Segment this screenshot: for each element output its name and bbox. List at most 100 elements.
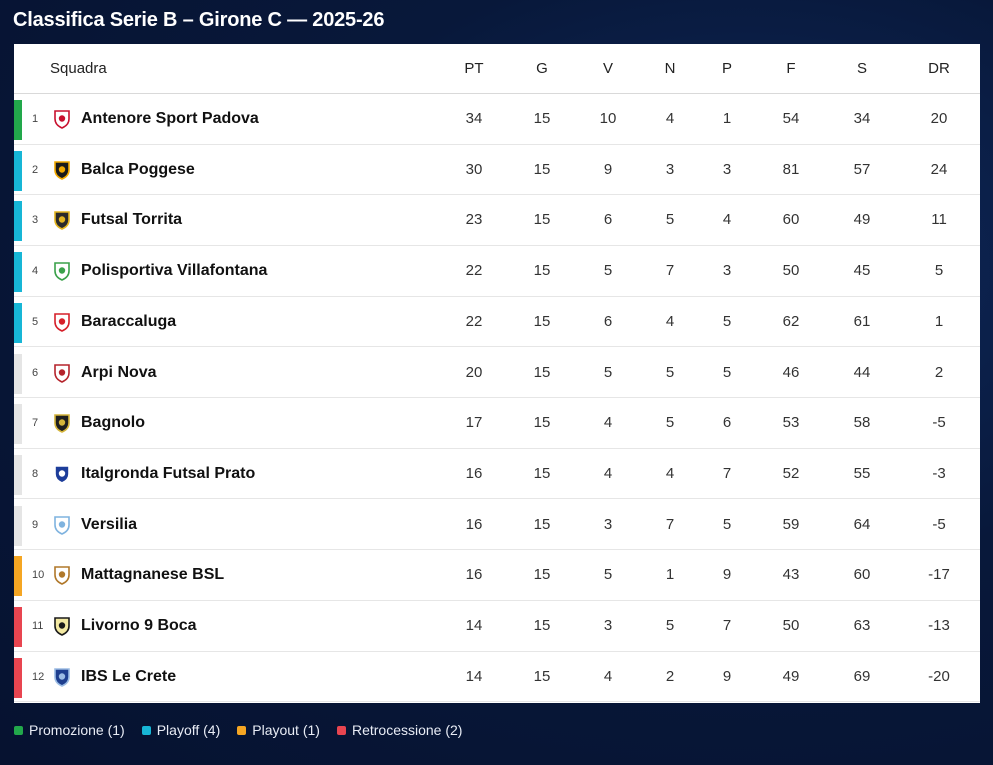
stat-v: 6	[603, 211, 613, 229]
stat-g: 15	[533, 667, 551, 685]
legend-item-promozione: Promozione (1)	[14, 722, 125, 738]
stat-f: 49	[782, 667, 800, 685]
mattagnanese-crest-icon	[52, 565, 72, 586]
header-pt[interactable]: PT	[464, 60, 484, 77]
table-row[interactable]: 5 Baraccaluga 22 15 6 4 5 62 61 1	[14, 297, 980, 348]
stat-n: 2	[665, 667, 675, 685]
stat-n: 7	[665, 262, 675, 280]
team-name[interactable]: Bagnolo	[81, 414, 145, 432]
header-n[interactable]: N	[664, 60, 676, 77]
stat-v: 9	[603, 160, 613, 178]
stat-pt: 16	[465, 464, 483, 482]
position-number: 10	[32, 569, 45, 582]
padova-crest-icon	[52, 109, 72, 129]
stat-dr: -13	[928, 617, 950, 634]
stat-f: 43	[782, 566, 800, 584]
table-row[interactable]: 1 Antenore Sport Padova 34 15 10 4 1 54 34 20	[14, 94, 980, 145]
team-name[interactable]: IBS Le Crete	[81, 667, 177, 685]
stat-pt: 14	[465, 667, 483, 685]
position-number: 9	[32, 518, 39, 531]
position-number: 4	[32, 265, 39, 278]
header-dr[interactable]: DR	[928, 60, 950, 77]
header-p[interactable]: P	[721, 60, 733, 77]
table-row[interactable]: 2 Balca Poggese 30 15 9 3 3 81 57 24	[14, 145, 980, 196]
table-row[interactable]: 3 Futsal Torrita 23 15 6 5 4 60 49 11	[14, 195, 980, 246]
stat-p: 4	[722, 211, 732, 229]
stat-v: 4	[603, 667, 613, 685]
table-row[interactable]: 9 Versilia 16 15 3 7 5 59 64 -5	[14, 500, 980, 551]
position-number: 8	[32, 467, 39, 480]
team-name[interactable]: Balca Poggese	[81, 160, 195, 178]
header-g[interactable]: G	[536, 60, 548, 77]
zone-indicator	[14, 556, 22, 597]
stat-g: 15	[533, 110, 551, 127]
header-v[interactable]: V	[602, 60, 614, 77]
header-f[interactable]: F	[786, 60, 796, 77]
team-name[interactable]: Antenore Sport Padova	[81, 110, 259, 127]
stat-s: 55	[853, 464, 871, 482]
baraccaluga-crest-icon	[52, 312, 72, 332]
stat-s: 61	[853, 312, 871, 330]
stat-f: 50	[782, 262, 800, 280]
position-number: 5	[32, 315, 39, 328]
le-crete-crest-icon	[52, 667, 72, 687]
stat-g: 15	[533, 414, 551, 432]
stat-pt: 22	[465, 312, 483, 330]
position-number: 11	[32, 620, 44, 632]
team-name[interactable]: Livorno 9 Boca	[81, 617, 197, 634]
zone-indicator	[14, 505, 22, 546]
stat-n: 7	[665, 515, 675, 533]
stat-f: 52	[782, 464, 800, 482]
stat-pt: 14	[465, 617, 483, 634]
table-row[interactable]: 10 Mattagnanese BSL 16 15 5 1 9 43 60 -17	[14, 550, 980, 601]
stat-p: 9	[722, 667, 732, 685]
team-name[interactable]: Polisportiva Villafontana	[81, 262, 268, 280]
stat-p: 7	[722, 617, 732, 634]
team-name[interactable]: Futsal Torrita	[81, 211, 183, 229]
page-title: Classifica Serie B – Girone C — 2025-26	[13, 9, 385, 31]
stat-v: 4	[603, 414, 613, 432]
stat-pt: 30	[465, 160, 483, 178]
stat-s: 58	[853, 414, 871, 432]
versilia-crest-icon	[52, 515, 72, 535]
stat-dr: 1	[934, 312, 944, 330]
stat-dr: -3	[932, 464, 946, 482]
legend-item-playoff: Playoff (4)	[141, 722, 220, 738]
stat-p: 5	[722, 312, 732, 330]
table-row[interactable]: 11 Livorno 9 Boca 14 15 3 5 7 50 63 -13	[14, 601, 980, 652]
stat-g: 15	[533, 515, 551, 533]
team-name[interactable]: Arpi Nova	[81, 363, 157, 381]
legend-item-retrocessione: Retrocessione (2)	[336, 722, 462, 738]
stat-v: 3	[603, 617, 613, 634]
stat-pt: 34	[465, 110, 483, 127]
stat-g: 15	[533, 617, 551, 634]
legend-label: Playout (1)	[252, 722, 320, 738]
header-s[interactable]: S	[856, 60, 868, 77]
stat-f: 54	[782, 110, 800, 127]
table-row[interactable]: 7 Bagnolo 17 15 4 5 6 53 58 -5	[14, 398, 980, 449]
stat-f: 60	[782, 211, 800, 229]
team-name[interactable]: Versilia	[81, 515, 138, 533]
stat-v: 6	[603, 312, 613, 330]
stat-pt: 20	[465, 363, 483, 381]
stat-s: 60	[853, 566, 871, 584]
team-name[interactable]: Baraccaluga	[81, 312, 177, 330]
team-name[interactable]: Italgronda Futsal Prato	[81, 464, 256, 482]
header-team[interactable]: Squadra	[50, 60, 107, 77]
stat-n: 4	[665, 312, 675, 330]
stat-g: 15	[533, 312, 551, 330]
position-number: 6	[32, 366, 39, 379]
stat-p: 1	[722, 110, 732, 127]
stat-n: 5	[665, 211, 675, 229]
zone-indicator	[14, 252, 22, 293]
stat-f: 46	[782, 363, 800, 381]
table-row[interactable]: 12 IBS Le Crete 14 15 4 2 9 49 69 -20	[14, 652, 980, 703]
table-row[interactable]: 8 Italgronda Futsal Prato 16 15 4 4 7 52 55 -3	[14, 449, 980, 500]
stat-p: 5	[722, 515, 732, 533]
legend-swatch	[237, 725, 247, 735]
stat-p: 5	[722, 363, 732, 381]
table-row[interactable]: 4 Polisportiva Villafontana 22 15 5 7 3 50 45 5	[14, 246, 980, 297]
team-name[interactable]: Mattagnanese BSL	[81, 566, 225, 584]
stat-n: 4	[665, 110, 675, 127]
table-row[interactable]: 6 Arpi Nova 20 15 5 5 5 46 44 2	[14, 348, 980, 399]
